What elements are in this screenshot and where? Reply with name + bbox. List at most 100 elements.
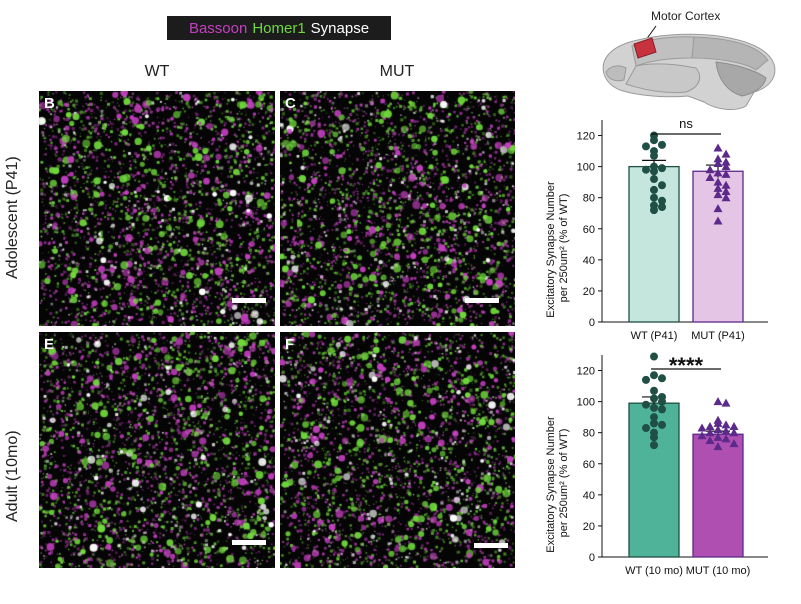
data-point xyxy=(658,405,666,414)
x-tick-label: WT (P41) xyxy=(631,330,678,342)
significance-annotation: **** xyxy=(651,353,721,378)
micrograph-image xyxy=(280,91,515,326)
data-point xyxy=(721,193,731,202)
data-point xyxy=(650,151,658,160)
bar-chart-10mo: Excitatory Synapse Number per 250um² (% … xyxy=(545,352,768,577)
y-tick-label: 20 xyxy=(583,521,595,533)
y-tick-label: 80 xyxy=(583,193,595,205)
y-tick-label: 40 xyxy=(583,255,595,267)
data-point xyxy=(697,431,707,440)
data-point xyxy=(721,426,731,435)
x-tick-label: MUT (10 mo) xyxy=(686,565,751,577)
data-point xyxy=(650,185,658,194)
micrograph-image xyxy=(39,91,275,326)
data-point xyxy=(642,375,650,384)
data-point xyxy=(721,434,731,443)
scale-bar xyxy=(232,298,266,303)
data-point xyxy=(642,142,650,151)
significance-label: ns xyxy=(679,116,693,131)
subcortical-region xyxy=(625,63,701,93)
row-label-adolescent: Adolescent (P41) xyxy=(4,156,21,279)
data-point xyxy=(650,394,658,403)
data-point xyxy=(658,420,666,429)
data-point xyxy=(650,193,658,202)
data-point xyxy=(705,428,715,437)
data-point xyxy=(713,418,723,427)
brain-diagram xyxy=(602,25,776,110)
data-point xyxy=(642,400,650,409)
chart-ylabel: Excitatory Synapse Number per 250um² (% … xyxy=(545,413,570,552)
x-tick-label: MUT (P41) xyxy=(691,330,745,342)
panel-letter: E xyxy=(44,336,55,353)
bars xyxy=(628,159,744,323)
micrograph-wt-adolescent: B xyxy=(39,91,275,326)
data-point xyxy=(713,190,723,199)
column-label-wt: WT xyxy=(144,63,170,80)
channel-legend: Bassoon Homer1 Synapse xyxy=(167,16,391,40)
x-tick-label: WT (10 mo) xyxy=(625,565,683,577)
posterior-cortex-region xyxy=(691,36,769,71)
y-tick-label: 20 xyxy=(583,286,595,298)
ylabel-line-1: Excitatory Synapse Number xyxy=(545,416,557,553)
data-point xyxy=(705,421,715,430)
data-point xyxy=(713,159,723,168)
data-point xyxy=(713,177,723,186)
ylabel-line-1: Excitatory Synapse Number xyxy=(545,181,557,318)
y-tick-label: 0 xyxy=(589,552,595,564)
data-points xyxy=(642,131,731,225)
ylabel-line-2: per 250um² (% of WT) xyxy=(558,194,570,303)
data-point xyxy=(729,428,739,437)
y-tick-label: 60 xyxy=(583,224,595,236)
column-label-mut: MUT xyxy=(379,63,415,80)
y-tick-label: 100 xyxy=(577,397,595,409)
data-point xyxy=(721,149,731,158)
cerebellum-region xyxy=(715,61,767,97)
data-point xyxy=(650,175,658,184)
data-point xyxy=(650,386,658,395)
motor-cortex-highlight xyxy=(633,37,657,59)
data-point xyxy=(650,206,658,215)
panel-letter: F xyxy=(285,336,295,353)
data-point xyxy=(658,397,666,406)
olfactory-region xyxy=(605,65,627,82)
legend-homer1: Homer1 xyxy=(252,19,306,37)
data-point xyxy=(713,154,723,163)
data-point xyxy=(705,435,715,444)
micrograph-wt-adult: E xyxy=(39,332,275,568)
data-point xyxy=(642,424,650,433)
data-point xyxy=(658,203,666,212)
y-tick-label: 100 xyxy=(577,162,595,174)
data-point xyxy=(713,425,723,434)
data-point xyxy=(705,165,715,174)
y-tick-label: 0 xyxy=(589,317,595,329)
data-point xyxy=(650,403,658,412)
data-point xyxy=(658,164,666,173)
panel-letter: C xyxy=(285,95,296,112)
y-tick-label: 60 xyxy=(583,459,595,471)
data-points xyxy=(642,352,739,451)
y-tick-label: 120 xyxy=(577,131,595,143)
data-point xyxy=(650,371,658,380)
data-point xyxy=(650,441,658,450)
data-point xyxy=(697,423,707,432)
data-point xyxy=(658,140,666,149)
motor-cortex-label: Motor Cortex xyxy=(651,9,721,23)
data-point xyxy=(721,157,731,166)
data-point xyxy=(650,433,658,442)
data-point xyxy=(705,172,715,181)
y-tick-label: 120 xyxy=(577,366,595,378)
data-point xyxy=(658,374,666,383)
data-point xyxy=(713,168,723,177)
ylabel-line-2: per 250um² (% of WT) xyxy=(558,429,570,538)
scale-bar xyxy=(465,298,499,303)
micrograph-mut-adolescent: C xyxy=(280,91,515,326)
significance-annotation: ns xyxy=(651,116,721,135)
x-axis-labels: WT (P41) MUT (P41) xyxy=(631,330,745,342)
micrograph-mut-adult: F xyxy=(280,332,515,568)
data-point xyxy=(658,181,666,190)
data-point xyxy=(729,421,739,430)
data-point xyxy=(721,162,731,171)
data-point xyxy=(650,136,658,145)
data-point xyxy=(729,439,739,448)
bar xyxy=(692,433,744,558)
